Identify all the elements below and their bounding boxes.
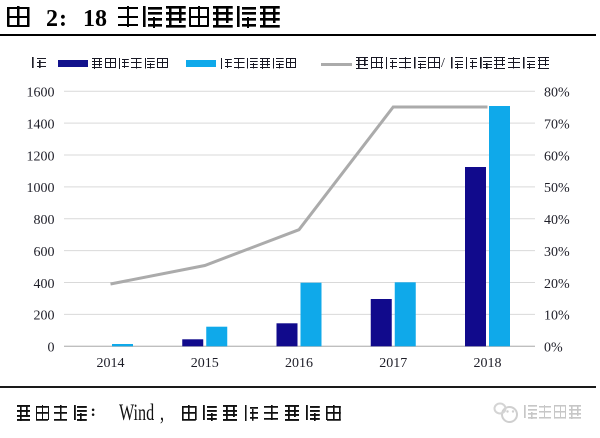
- svg-text:800: 800: [34, 213, 55, 228]
- svg-text:80%: 80%: [544, 86, 570, 101]
- svg-text:30%: 30%: [544, 245, 570, 260]
- svg-text:10%: 10%: [544, 309, 570, 324]
- svg-text:2016: 2016: [285, 356, 313, 371]
- svg-text:2015: 2015: [191, 356, 219, 371]
- svg-text:2018: 2018: [474, 356, 502, 371]
- svg-text:1200: 1200: [27, 149, 55, 164]
- svg-text:600: 600: [34, 245, 55, 260]
- svg-text:50%: 50%: [544, 181, 570, 196]
- svg-text:70%: 70%: [544, 117, 570, 132]
- svg-text:400: 400: [34, 277, 55, 292]
- svg-text:2017: 2017: [379, 356, 407, 371]
- svg-text:1400: 1400: [27, 117, 55, 132]
- svg-text:0: 0: [48, 341, 55, 356]
- svg-text:40%: 40%: [544, 213, 570, 228]
- svg-text:60%: 60%: [544, 149, 570, 164]
- svg-text:1600: 1600: [27, 86, 55, 101]
- svg-text:20%: 20%: [544, 277, 570, 292]
- svg-text:200: 200: [34, 309, 55, 324]
- svg-text:2014: 2014: [97, 356, 125, 371]
- svg-text:1000: 1000: [27, 181, 55, 196]
- svg-text:0%: 0%: [544, 341, 563, 356]
